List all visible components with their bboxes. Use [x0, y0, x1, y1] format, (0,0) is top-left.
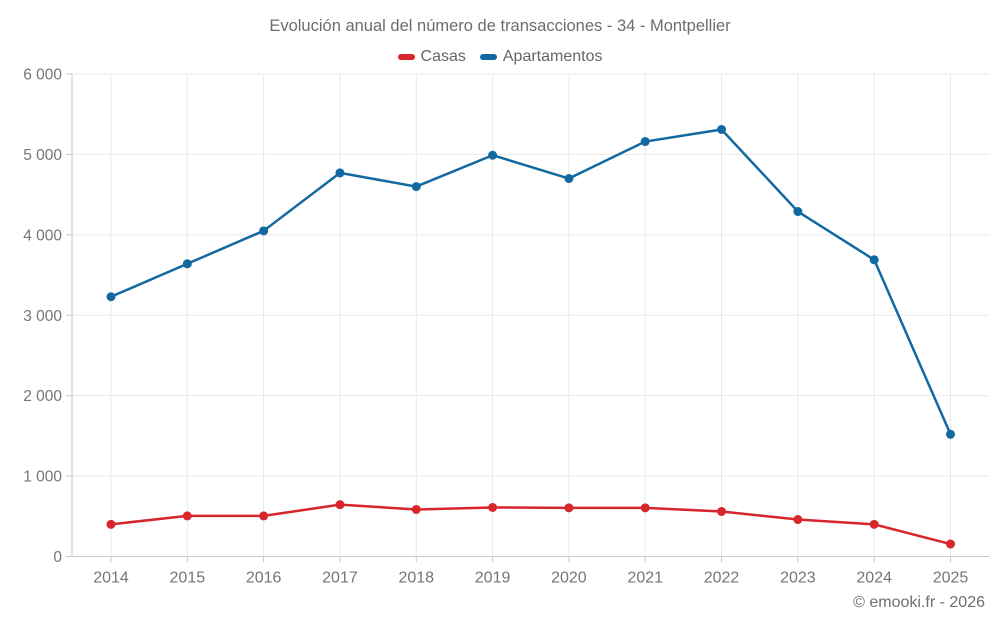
casas-point-2015[interactable]: [182, 511, 192, 521]
y-axis-label-2000: 2 000: [23, 388, 62, 405]
y-axis-label-6000: 6 000: [23, 67, 62, 84]
x-axis-label-2018: 2018: [398, 570, 434, 587]
apartamentos-point-2023[interactable]: [793, 207, 803, 217]
apartamentos-point-2019[interactable]: [488, 150, 498, 160]
apartamentos-point-2017[interactable]: [335, 168, 345, 178]
x-axis-label-2021: 2021: [627, 570, 663, 587]
casas-point-2021[interactable]: [640, 503, 650, 513]
legend-label-apartamentos: Apartamentos: [502, 48, 603, 65]
x-axis-label-2025: 2025: [933, 570, 969, 587]
apartamentos-point-2018[interactable]: [411, 182, 421, 192]
apartamentos-point-2022[interactable]: [717, 124, 727, 134]
x-axis-label-2014: 2014: [93, 570, 129, 587]
x-axis-label-2023: 2023: [780, 570, 816, 587]
casas-point-2018[interactable]: [411, 504, 421, 514]
casas-line: [109, 503, 952, 546]
legend: Casas Apartamentos: [0, 48, 1000, 66]
legend-item-apartamentos[interactable]: Apartamentos: [479, 48, 603, 66]
casas-point-2017[interactable]: [335, 500, 345, 510]
casas-point-2014[interactable]: [106, 519, 116, 529]
y-axis-label-1000: 1 000: [23, 469, 62, 486]
casas-point-2020[interactable]: [564, 503, 574, 513]
y-axis-label-3000: 3 000: [23, 308, 62, 325]
apartamentos-point-2024[interactable]: [869, 255, 879, 265]
apartamentos-point-2015[interactable]: [182, 259, 192, 269]
x-axis-label-2017: 2017: [322, 570, 358, 587]
x-axis-label-2024: 2024: [856, 570, 892, 587]
apartamentos-point-2020[interactable]: [564, 174, 574, 184]
apartamentos-line: [109, 128, 952, 436]
x-axis-label-2022: 2022: [704, 570, 740, 587]
x-axis-label-2019: 2019: [475, 570, 511, 587]
casas-point-2016[interactable]: [259, 511, 269, 521]
y-axis-label-0: 0: [53, 549, 62, 566]
casas-point-2023[interactable]: [793, 515, 803, 525]
apartamentos-point-2021[interactable]: [640, 137, 650, 147]
apartamentos-point-2025[interactable]: [946, 429, 955, 439]
apartamentos-swatch-icon: [479, 54, 497, 60]
casas-swatch-icon: [397, 54, 415, 60]
legend-item-casas[interactable]: Casas: [397, 48, 466, 66]
chart-title: Evolución anual del número de transaccio…: [269, 17, 731, 35]
y-axis-label-4000: 4 000: [23, 227, 62, 244]
apartamentos-point-2014[interactable]: [106, 292, 116, 302]
legend-label-casas: Casas: [420, 48, 466, 65]
y-axis-label-5000: 5 000: [23, 147, 62, 164]
apartamentos-point-2016[interactable]: [259, 226, 269, 236]
casas-point-2022[interactable]: [717, 506, 727, 516]
casas-point-2019[interactable]: [488, 502, 498, 512]
attribution: © emooki.fr - 2026: [853, 594, 985, 611]
x-axis-label-2020: 2020: [551, 570, 587, 587]
casas-point-2025[interactable]: [946, 539, 955, 549]
x-axis-label-2016: 2016: [246, 570, 282, 587]
casas-point-2024[interactable]: [869, 519, 879, 529]
x-axis-label-2015: 2015: [170, 570, 206, 587]
